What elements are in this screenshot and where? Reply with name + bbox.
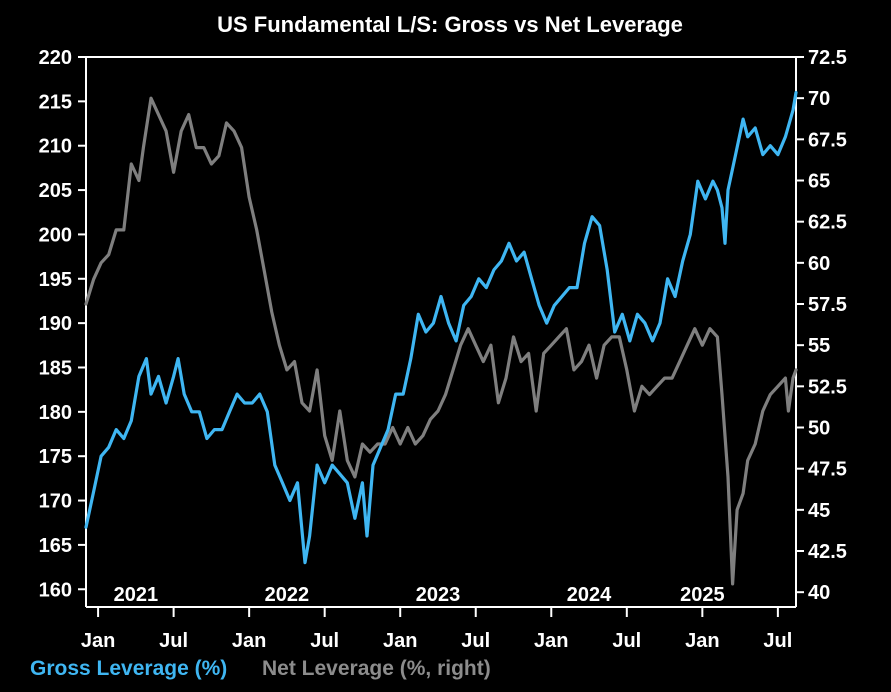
year-label: 2024	[567, 584, 612, 606]
left-tick-label: 205	[39, 180, 72, 202]
x-tick-label: Jan	[383, 630, 417, 652]
year-label: 2022	[265, 584, 310, 606]
net-leverage-line	[84, 96, 798, 586]
chart-title: US Fundamental L/S: Gross vs Net Leverag…	[217, 12, 683, 37]
series-layer	[84, 90, 798, 586]
right-tick-label: 52.5	[808, 376, 847, 398]
right-axis-ticks: 40 42.5 45 47.5 50 52.5 55 57.5 60 62.5 65 67.5 70 72…	[796, 47, 847, 604]
year-labels: 2021 2022 2023 2024 2025	[114, 584, 725, 606]
left-tick-label: 220	[39, 47, 72, 69]
right-tick-label: 65	[808, 171, 830, 193]
x-axis-ticks: Jan Jul Jan Jul Jan Jul Jan Jul Jan Jul	[81, 607, 792, 652]
right-tick-label: 42.5	[808, 541, 847, 563]
left-tick-label: 200	[39, 224, 72, 246]
left-tick-label: 170	[39, 491, 72, 513]
x-tick-label: Jul	[461, 630, 490, 652]
left-tick-label: 180	[39, 402, 72, 424]
x-tick-label: Jul	[310, 630, 339, 652]
gross-leverage-line	[84, 90, 798, 565]
left-tick-label: 185	[39, 357, 72, 379]
left-tick-label: 160	[39, 579, 72, 601]
x-tick-label: Jan	[534, 630, 568, 652]
right-tick-label: 50	[808, 418, 830, 440]
right-tick-label: 70	[808, 88, 830, 110]
legend-gross: Gross Leverage (%)	[30, 657, 227, 680]
left-tick-label: 165	[39, 535, 72, 557]
x-tick-label: Jan	[685, 630, 719, 652]
x-tick-label: Jan	[232, 630, 266, 652]
right-tick-label: 72.5	[808, 47, 847, 69]
left-tick-label: 175	[39, 446, 72, 468]
x-tick-label: Jan	[81, 630, 115, 652]
left-axis-ticks: 160 165 170 175 180 185 190 195 200 205 210 215 220	[39, 47, 86, 601]
plot-frame	[85, 56, 797, 608]
x-tick-label: Jul	[159, 630, 188, 652]
left-tick-label: 210	[39, 136, 72, 158]
left-tick-label: 195	[39, 269, 72, 291]
year-label: 2021	[114, 584, 159, 606]
year-label: 2023	[416, 584, 461, 606]
right-tick-label: 62.5	[808, 212, 847, 234]
right-tick-label: 60	[808, 253, 830, 275]
x-tick-label: Jul	[763, 630, 792, 652]
year-label: 2025	[680, 584, 725, 606]
right-tick-label: 47.5	[808, 459, 847, 481]
legend-net: Net Leverage (%, right)	[262, 657, 491, 680]
right-tick-label: 57.5	[808, 294, 847, 316]
right-tick-label: 45	[808, 500, 830, 522]
x-tick-label: Jul	[612, 630, 641, 652]
right-tick-label: 67.5	[808, 129, 847, 151]
left-tick-label: 190	[39, 313, 72, 335]
right-tick-label: 55	[808, 335, 830, 357]
right-tick-label: 40	[808, 582, 830, 604]
left-tick-label: 215	[39, 91, 72, 113]
